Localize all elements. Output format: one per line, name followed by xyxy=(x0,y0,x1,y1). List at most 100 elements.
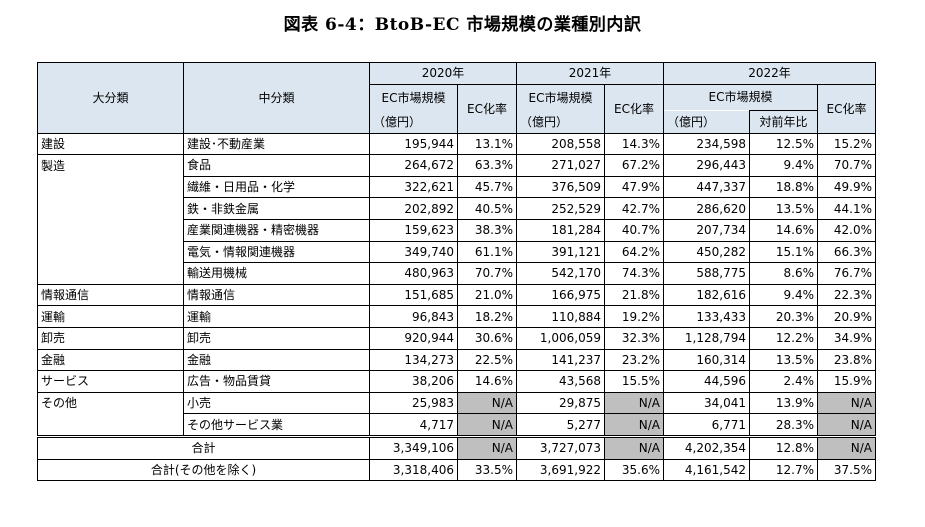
cell-major xyxy=(37,413,184,437)
cell-middle: 輸送用機械 xyxy=(183,262,370,285)
cell-ec-size-2021: 1,006,059 xyxy=(516,326,605,350)
cell-ec-size-2021: 271,027 xyxy=(516,154,605,177)
header-unit-2020: （億円） xyxy=(369,110,458,134)
table-row: 輸送用機械 480,963 70.7% 542,170 74.3% 588,775 8.6%… xyxy=(37,262,876,285)
header-unit-2021: （億円） xyxy=(516,110,605,134)
header-ec-rate-2021: EC化率 xyxy=(604,83,664,134)
cell-middle: 運輸 xyxy=(183,305,370,328)
cell-ec-size-2020: 480,963 xyxy=(369,262,458,285)
cell-ec-size-2022: 133,433 xyxy=(663,305,750,328)
cell-ec-rate-2021: 42.7% xyxy=(604,197,664,220)
cell-ec-size-2020: 202,892 xyxy=(369,197,458,220)
cell-ec-size-2020: 4,717 xyxy=(369,413,458,437)
cell-total-ec-rate-2022: N/A xyxy=(817,434,876,460)
cell-ec-size-2022: 207,734 xyxy=(663,218,750,242)
cell-total-ec-size-2020: 3,318,406 xyxy=(369,458,458,482)
cell-ec-size-2021: 376,509 xyxy=(516,175,605,199)
table-row: その他サービス業 4,717 N/A 5,277 N/A 6,771 28.3% N/A xyxy=(37,413,876,437)
cell-yoy-2022: 18.8% xyxy=(749,175,818,199)
cell-total-label: 合計(その他を除く) xyxy=(37,458,370,482)
cell-middle: 繊維・日用品・化学 xyxy=(183,175,370,199)
total-row: 合計 3,349,106 N/A 3,727,073 N/A 4,202,354 12.8%… xyxy=(37,434,876,460)
cell-major: 卸売 xyxy=(37,326,184,350)
cell-ec-rate-2020: 22.5% xyxy=(457,348,517,372)
total-row: 合計(その他を除く) 3,318,406 33.5% 3,691,922 35.6% 4,… xyxy=(37,458,876,482)
cell-major xyxy=(37,197,184,220)
cell-ec-size-2021: 141,237 xyxy=(516,348,605,372)
cell-ec-size-2022: 588,775 xyxy=(663,262,750,285)
header-middle: 中分類 xyxy=(183,62,370,134)
cell-major: 製造 xyxy=(37,154,184,177)
header-ec-size-2022: EC市場規模 xyxy=(663,83,818,111)
cell-ec-size-2021: 391,121 xyxy=(516,240,605,264)
cell-middle: 電気・情報関連機器 xyxy=(183,240,370,264)
cell-yoy-2022: 13.5% xyxy=(749,348,818,372)
table-row: サービス 広告・物品賃貸 38,206 14.6% 43,568 15.5% 44,596 2… xyxy=(37,370,876,393)
cell-ec-rate-2021: N/A xyxy=(604,413,664,437)
cell-ec-rate-2020: 13.1% xyxy=(457,132,517,156)
cell-ec-rate-2022: 20.9% xyxy=(817,305,876,328)
cell-ec-size-2021: 181,284 xyxy=(516,218,605,242)
cell-major: サービス xyxy=(37,370,184,393)
table-row: 卸売 卸売 920,944 30.6% 1,006,059 32.3% 1,128,794 1… xyxy=(37,326,876,350)
cell-ec-rate-2020: N/A xyxy=(457,391,517,415)
cell-ec-rate-2022: N/A xyxy=(817,413,876,437)
cell-total-ec-rate-2021: N/A xyxy=(604,434,664,460)
cell-major xyxy=(37,262,184,285)
cell-yoy-2022: 15.1% xyxy=(749,240,818,264)
table-row: 製造 食品 264,672 63.3% 271,027 67.2% 296,443 9.4% 7… xyxy=(37,154,876,177)
cell-yoy-2022: 9.4% xyxy=(749,283,818,307)
cell-ec-size-2021: 110,884 xyxy=(516,305,605,328)
cell-ec-rate-2022: 70.7% xyxy=(817,154,876,177)
cell-ec-rate-2022: 42.0% xyxy=(817,218,876,242)
cell-ec-size-2022: 296,443 xyxy=(663,154,750,177)
cell-major xyxy=(37,241,184,263)
header-year-2021: 2021年 xyxy=(516,62,664,85)
header-ec-rate-2022: EC化率 xyxy=(817,83,876,134)
cell-ec-rate-2022: 23.8% xyxy=(817,348,876,372)
cell-ec-size-2020: 195,944 xyxy=(369,132,458,156)
cell-ec-rate-2021: 19.2% xyxy=(604,305,664,328)
header-ec-size-2020: EC市場規模 xyxy=(369,83,458,111)
cell-ec-size-2022: 286,620 xyxy=(663,197,750,220)
cell-ec-rate-2021: 14.3% xyxy=(604,132,664,156)
cell-ec-size-2022: 6,771 xyxy=(663,413,750,437)
header-year-2020: 2020年 xyxy=(369,62,517,85)
cell-ec-size-2020: 322,621 xyxy=(369,175,458,199)
header-unit-2022: （億円） xyxy=(663,110,750,134)
cell-major: 建設 xyxy=(37,132,184,156)
cell-ec-rate-2022: 49.9% xyxy=(817,175,876,199)
cell-ec-rate-2020: 30.6% xyxy=(457,326,517,350)
cell-ec-rate-2020: 40.5% xyxy=(457,197,517,220)
table-row: 繊維・日用品・化学 322,621 45.7% 376,509 47.9% 447,337… xyxy=(37,175,876,199)
cell-ec-size-2021: 252,529 xyxy=(516,197,605,220)
cell-ec-rate-2020: 45.7% xyxy=(457,175,517,199)
cell-ec-size-2020: 38,206 xyxy=(369,370,458,393)
cell-ec-size-2020: 134,273 xyxy=(369,348,458,372)
cell-yoy-2022: 13.5% xyxy=(749,197,818,220)
cell-ec-rate-2020: 70.7% xyxy=(457,262,517,285)
cell-total-ec-size-2022: 4,161,542 xyxy=(663,458,750,482)
cell-ec-size-2022: 160,314 xyxy=(663,348,750,372)
cell-ec-size-2022: 182,616 xyxy=(663,283,750,307)
cell-ec-size-2020: 920,944 xyxy=(369,326,458,350)
cell-ec-size-2020: 151,685 xyxy=(369,283,458,307)
cell-total-ec-size-2022: 4,202,354 xyxy=(663,434,750,460)
table-row: 産業関連機器・精密機器 159,623 38.3% 181,284 40.7% 207,7… xyxy=(37,218,876,242)
cell-major xyxy=(37,219,184,242)
cell-major: 運輸 xyxy=(37,305,184,328)
cell-major: その他 xyxy=(37,391,184,414)
cell-ec-rate-2021: 15.5% xyxy=(604,370,664,393)
cell-major: 情報通信 xyxy=(37,283,184,307)
table-row: 鉄・非鉄金属 202,892 40.5% 252,529 42.7% 286,620 13.… xyxy=(37,197,876,220)
cell-ec-rate-2021: 40.7% xyxy=(604,218,664,242)
cell-ec-size-2020: 159,623 xyxy=(369,218,458,242)
cell-ec-size-2020: 96,843 xyxy=(369,305,458,328)
header-yoy: 対前年比 xyxy=(749,110,818,134)
cell-middle: 広告・物品賃貸 xyxy=(183,370,370,393)
header-row-units: （億円） （億円） （億円） 対前年比 xyxy=(38,110,876,134)
cell-yoy-2022: 20.3% xyxy=(749,305,818,328)
cell-ec-size-2022: 1,128,794 xyxy=(663,326,750,350)
table-row: 建設 建設･不動産業 195,944 13.1% 208,558 14.3% 234,598… xyxy=(37,132,876,156)
cell-total-ec-rate-2020: 33.5% xyxy=(457,458,517,482)
